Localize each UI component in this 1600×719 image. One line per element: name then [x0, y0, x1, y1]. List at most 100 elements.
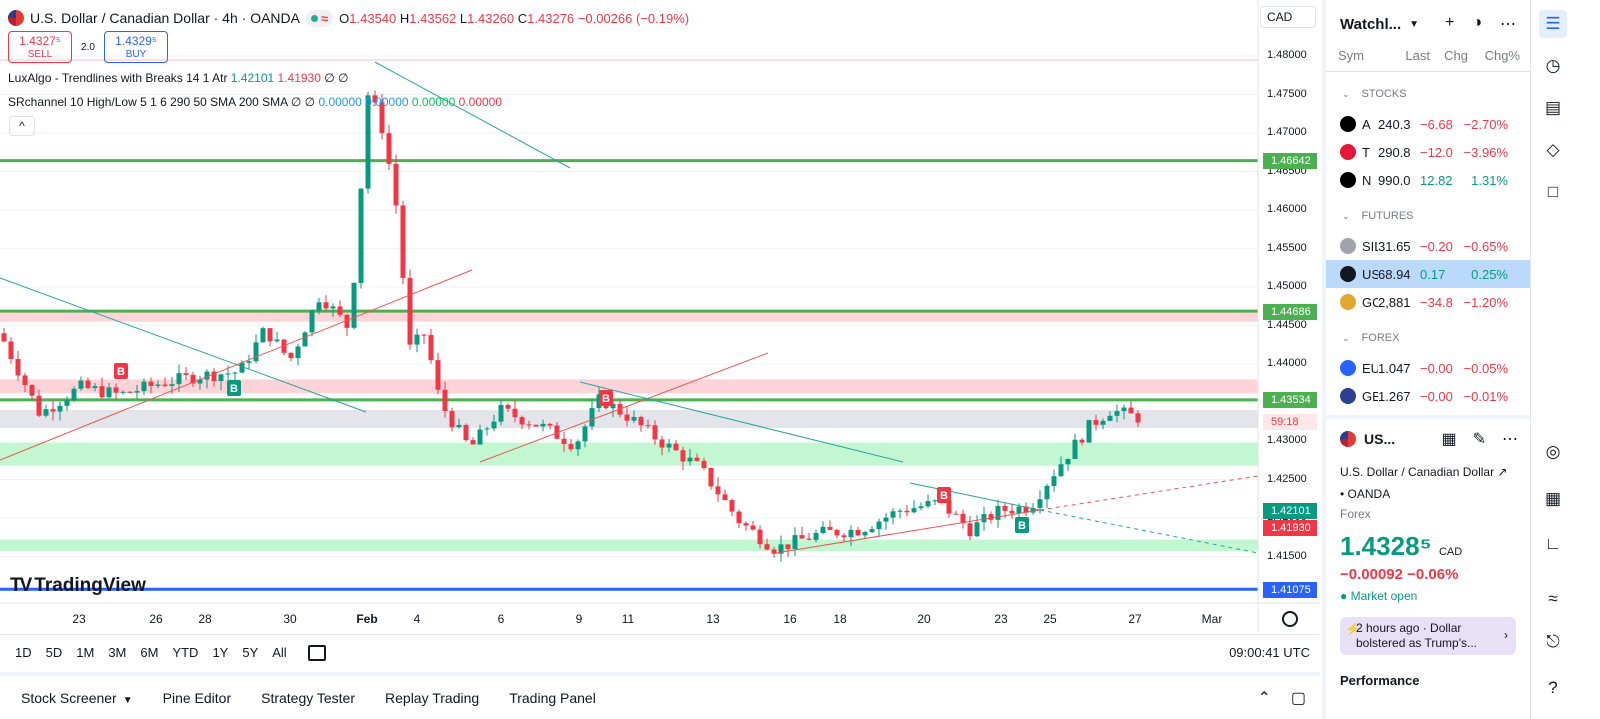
watchlist-panel: Watchl... ▼ + ◑ ⋯ Sym Last Chg Chg% ⌄ STO…: [1322, 0, 1530, 719]
range-1y[interactable]: 1Y: [212, 645, 229, 660]
chevron-right-icon[interactable]: ›: [1504, 628, 1508, 642]
candle-body: [1135, 413, 1141, 423]
candle-body: [701, 460, 707, 468]
candle-body: [890, 511, 896, 518]
candle-body: [869, 529, 875, 533]
candle-body: [1086, 419, 1092, 443]
range-1m[interactable]: 1M: [76, 645, 95, 660]
chart-settings-gear-icon[interactable]: [1282, 611, 1298, 627]
low-value: 1.43260: [467, 10, 515, 26]
watchlist-row[interactable]: GE 1.267 −0.00 −0.01%: [1326, 382, 1530, 410]
data-window-icon[interactable]: ▤: [1544, 98, 1562, 117]
col-change-percent[interactable]: Chg%: [1484, 48, 1520, 63]
advanced-view-icon[interactable]: ◑: [1472, 14, 1482, 31]
add-symbol-plus-icon[interactable]: +: [1444, 14, 1455, 31]
section-futures[interactable]: ⌄ FUTURES: [1342, 210, 1414, 222]
alerts-clock-icon[interactable]: ◷: [1545, 56, 1561, 75]
watchlist-row[interactable]: T 290.8 −12.0 −3.96%: [1326, 138, 1530, 166]
streams-broadcast-icon[interactable]: ≈: [1548, 589, 1558, 608]
range-1d[interactable]: 1D: [15, 645, 32, 660]
candle-body: [470, 440, 476, 445]
object-tree-layers-icon[interactable]: ◇: [1546, 140, 1560, 159]
candle-body: [337, 306, 343, 315]
tab-stock-screener[interactable]: Stock Screener ▼: [21, 689, 133, 706]
range-ytd[interactable]: YTD: [172, 645, 199, 660]
watchlist-row[interactable]: N 990.0 12.82 1.31%: [1326, 166, 1530, 194]
details-symbol[interactable]: US...: [1364, 431, 1396, 447]
chats-icon[interactable]: □: [1547, 182, 1559, 201]
candle-body: [736, 511, 742, 524]
watchlist-icon[interactable]: ☰: [1539, 10, 1567, 38]
luxalgo-value-2: 1.41930: [277, 71, 321, 85]
symbol-title[interactable]: U.S. Dollar / Canadian Dollar · 4h · OAN…: [30, 10, 300, 26]
range-6m[interactable]: 6M: [140, 645, 159, 660]
col-last[interactable]: Last: [1405, 48, 1430, 63]
news-headline-card[interactable]: ⚡ 2 hours ago · Dollar bolstered as Trum…: [1340, 617, 1516, 655]
currency-selector[interactable]: CAD: [1260, 6, 1316, 28]
range-5y[interactable]: 5Y: [242, 645, 259, 660]
level-label-6: 1.41075: [1263, 582, 1317, 598]
watchlist-row[interactable]: EU 1.047 −0.00 −0.05%: [1326, 354, 1530, 382]
sell-button[interactable]: 1.4327⁵ SELL: [8, 31, 72, 63]
candle-body: [785, 544, 791, 549]
more-options-icon[interactable]: ⋯: [1502, 431, 1518, 448]
range-3m[interactable]: 3M: [108, 645, 127, 660]
candle-body: [897, 510, 903, 512]
candle-body: [1009, 510, 1015, 514]
tab-pine-editor[interactable]: Pine Editor: [162, 689, 232, 706]
candle-body: [78, 380, 84, 389]
watchlist-row[interactable]: SIL 31.65 −0.20 −0.65%: [1326, 232, 1530, 260]
tab-replay-trading[interactable]: Replay Trading: [385, 689, 480, 706]
candle-body: [778, 544, 784, 554]
chevron-down-icon[interactable]: ▼: [122, 694, 133, 706]
srchannel-indicator-legend[interactable]: SRchannel 10 High/Low 5 1 6 290 50 SMA 2…: [8, 95, 502, 109]
range-all[interactable]: All: [272, 645, 287, 660]
luxalgo-indicator-legend[interactable]: LuxAlgo - Trendlines with Breaks 14 1 At…: [8, 71, 349, 85]
watchlist-row[interactable]: A 240.3 −6.68 −2.70%: [1326, 110, 1530, 138]
external-link-icon[interactable]: ↗: [1497, 465, 1508, 479]
more-options-icon[interactable]: ⋯: [1500, 16, 1516, 33]
expand-panel-chevron-up-icon[interactable]: ⌃: [1257, 689, 1271, 707]
candle-body: [1, 333, 7, 342]
section-stocks[interactable]: ⌄ STOCKS: [1342, 88, 1407, 100]
watchlist-row[interactable]: GC 2,881 −34.8 −1.20%: [1326, 288, 1530, 316]
tab-trading-panel[interactable]: Trading Panel: [509, 689, 596, 706]
candle-body: [316, 302, 322, 311]
layout-grid-icon[interactable]: ▦: [1441, 431, 1457, 448]
maximize-panel-icon[interactable]: ▢: [1290, 689, 1306, 707]
collapse-legend-button[interactable]: ^: [9, 116, 35, 136]
help-question-icon[interactable]: ?: [1548, 678, 1558, 697]
x-axis-tick: 9: [575, 612, 583, 626]
chart-pane[interactable]: B B B B B U.S. Dollar / Canadian Dollar · 4h…: [0, 0, 1320, 633]
candle-body: [43, 409, 49, 416]
row-last: 290.8: [1378, 144, 1411, 160]
edit-note-icon[interactable]: ✎: [1472, 431, 1486, 448]
candle-body: [694, 457, 700, 461]
watchlist-row-selected[interactable]: US 68.94 0.17 0.25%: [1326, 260, 1530, 288]
buy-button[interactable]: 1.4329⁵ BUY: [104, 31, 168, 63]
calendar-icon[interactable]: ▦: [1544, 489, 1562, 508]
candle-body: [547, 423, 553, 426]
trendline-up-projection: [1039, 475, 1259, 511]
candle-body: [274, 339, 280, 342]
details-name[interactable]: U.S. Dollar / Canadian Dollar ↗: [1340, 465, 1508, 479]
buy-label: BUY: [125, 49, 147, 60]
details-change: −0.00092 −0.06%: [1340, 566, 1459, 583]
range-5d[interactable]: 5D: [45, 645, 63, 660]
market-status-pill[interactable]: ≈: [306, 9, 334, 27]
col-change[interactable]: Chg: [1444, 48, 1468, 63]
ideas-target-icon[interactable]: ◎: [1545, 442, 1561, 461]
price-chart[interactable]: B B B B B: [0, 0, 1320, 633]
section-forex[interactable]: ⌄ FOREX: [1342, 332, 1400, 344]
details-exchange[interactable]: • OANDA: [1340, 487, 1391, 501]
candle-body: [519, 417, 525, 425]
notifications-bell-icon[interactable]: ⎋: [1546, 632, 1560, 651]
trading-panel-chart-icon[interactable]: ∟: [1544, 534, 1562, 553]
tab-strategy-tester[interactable]: Strategy Tester: [261, 689, 356, 706]
performance-heading[interactable]: Performance: [1340, 673, 1420, 688]
col-symbol[interactable]: Sym: [1338, 48, 1364, 63]
clock-utc[interactable]: 09:00:41 UTC: [1229, 645, 1310, 660]
watchlist-title[interactable]: Watchl...: [1340, 15, 1402, 33]
go-to-date-calendar-icon[interactable]: [307, 644, 326, 661]
chevron-down-icon[interactable]: ▼: [1409, 18, 1420, 30]
